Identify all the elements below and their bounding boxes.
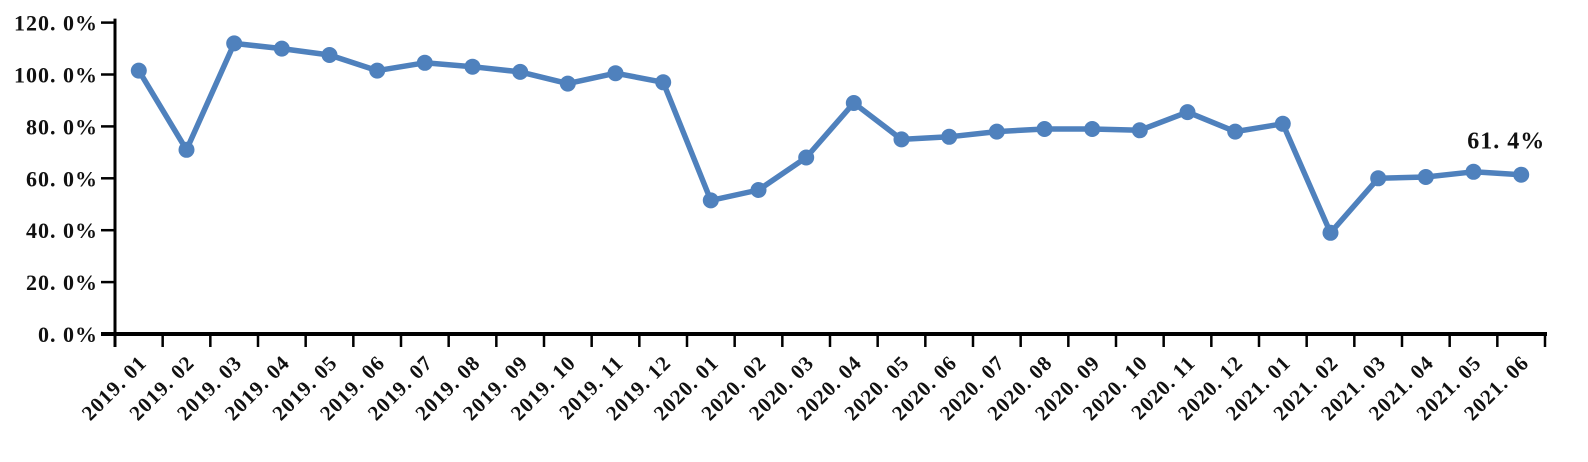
data-point-marker: [1084, 121, 1101, 137]
y-axis-tick-label: 120. 0%: [14, 11, 98, 36]
y-axis-tick-label: 80. 0%: [26, 114, 98, 139]
data-point-marker: [988, 123, 1005, 140]
data-point-marker: [750, 182, 767, 198]
data-point-marker: [607, 65, 624, 82]
data-point-marker: [1131, 122, 1148, 139]
data-point-marker: [369, 62, 386, 79]
data-point-marker: [321, 47, 338, 63]
data-point-marker: [464, 58, 481, 75]
series-line: [136, 40, 1524, 236]
y-axis-tick-label: 60. 0%: [26, 166, 98, 191]
y-axis-tick-label: 0. 0%: [38, 322, 98, 347]
data-point-marker: [1036, 121, 1053, 137]
data-point-marker: [226, 35, 243, 52]
data-point-marker: [702, 192, 719, 209]
y-axis-tick-label: 20. 0%: [26, 270, 98, 295]
data-point-marker: [130, 62, 147, 79]
y-axis-tick-label: 40. 0%: [26, 218, 98, 243]
data-point-marker: [416, 54, 433, 71]
data-point-marker: [655, 74, 672, 91]
data-point-marker: [1370, 170, 1387, 187]
data-point-marker: [178, 141, 195, 158]
data-point-marker: [941, 128, 958, 145]
data-point-marker: [1513, 166, 1530, 183]
data-point-marker: [893, 131, 910, 148]
data-point-marker: [1179, 104, 1196, 121]
last-point-data-label: 61. 4%: [1467, 129, 1545, 155]
y-axis-tick-label: 100. 0%: [14, 63, 98, 88]
data-point-marker: [1465, 163, 1482, 180]
data-point-marker: [1322, 224, 1339, 241]
data-point-marker: [559, 75, 576, 92]
data-point-marker: [273, 40, 290, 57]
data-point-marker: [1417, 169, 1434, 185]
data-point-marker: [512, 63, 529, 80]
data-point-marker: [798, 149, 815, 166]
data-point-marker: [1274, 115, 1291, 132]
data-point-marker: [845, 95, 862, 111]
data-point-marker: [1227, 123, 1244, 140]
